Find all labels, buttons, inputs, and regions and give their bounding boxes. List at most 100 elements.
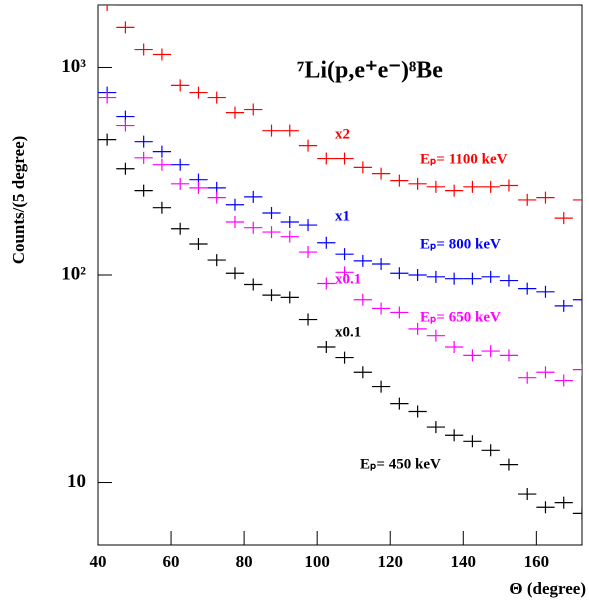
y-tick-label: 10 [67, 471, 86, 492]
data-point [463, 272, 482, 285]
data-point [445, 184, 464, 197]
data-point [317, 340, 336, 353]
data-point [390, 174, 409, 187]
x-tick-label: 100 [304, 552, 330, 571]
data-point [134, 151, 153, 164]
data-point [445, 340, 464, 353]
data-point [536, 366, 555, 379]
data-point [408, 405, 427, 418]
data-point [572, 507, 582, 520]
data-point [572, 363, 582, 376]
data-point [171, 177, 190, 190]
x-tick-label: 140 [451, 552, 477, 571]
data-point [554, 212, 573, 225]
data-point [298, 139, 318, 152]
series-label: Eₚ= 1100 keV [420, 151, 508, 167]
data-point [371, 302, 391, 315]
data-point [445, 429, 464, 442]
data-layer [98, 5, 582, 520]
data-point [225, 216, 245, 229]
series-label: Eₚ= 650 keV [420, 309, 501, 325]
data-point [426, 270, 446, 283]
data-point [353, 366, 372, 379]
data-point [481, 270, 500, 283]
data-point [116, 162, 135, 175]
data-point [116, 21, 135, 34]
data-point [499, 179, 519, 192]
x-tick-label: 40 [90, 552, 107, 571]
data-point [572, 193, 582, 206]
x-axis-title: Θ (degree) [509, 579, 586, 598]
data-point [189, 181, 208, 194]
data-point [390, 397, 409, 410]
data-point [426, 329, 446, 342]
data-point [390, 267, 409, 280]
data-point [98, 91, 117, 104]
data-point [171, 222, 190, 235]
scale-factor: x0.1 [335, 271, 361, 287]
data-point [280, 291, 299, 304]
y-axis-title: Counts/(5 degree) [9, 136, 28, 265]
data-point [353, 254, 372, 267]
data-point [262, 226, 281, 239]
x-tick-label: 120 [377, 552, 403, 571]
data-point [262, 289, 281, 302]
data-point [152, 145, 172, 158]
data-point [518, 282, 537, 295]
x-tick-label: 60 [163, 552, 180, 571]
scale-factor: x2 [335, 126, 350, 142]
y-tick-label: 10³ [61, 56, 86, 77]
data-point [225, 106, 245, 119]
data-point [481, 180, 500, 193]
data-point [536, 191, 555, 204]
data-point [335, 152, 354, 165]
data-point [244, 190, 263, 203]
data-point [262, 206, 281, 219]
data-point [554, 496, 573, 509]
data-point [189, 86, 208, 99]
data-point [499, 349, 519, 362]
data-point [262, 124, 281, 137]
data-point [499, 458, 519, 471]
data-point [445, 272, 464, 285]
data-point [280, 230, 299, 243]
data-point [518, 488, 537, 501]
data-point [536, 501, 555, 514]
data-point [335, 351, 354, 364]
data-point [408, 269, 427, 281]
data-point [518, 371, 537, 384]
data-point [481, 345, 500, 358]
data-point [317, 152, 336, 165]
data-point [408, 177, 427, 190]
data-point [481, 444, 500, 457]
data-point [225, 267, 245, 280]
data-point [207, 191, 226, 204]
data-point [207, 254, 226, 267]
chart-title: ⁷Li(p,e⁺e⁻)⁸Be [297, 58, 443, 84]
x-tick-label: 160 [524, 552, 550, 571]
data-point [134, 184, 153, 197]
data-point [463, 180, 482, 193]
data-point [244, 103, 263, 116]
data-point [426, 180, 446, 193]
data-point [171, 158, 190, 171]
series-label: Eₚ= 800 keV [420, 236, 501, 252]
data-point [134, 135, 153, 148]
data-point [116, 119, 135, 132]
data-point [98, 5, 117, 11]
data-point [371, 257, 391, 270]
data-point [353, 161, 372, 174]
scale-factor: x1 [335, 208, 350, 224]
data-point [298, 313, 318, 326]
scale-factor: x0.1 [335, 324, 361, 340]
data-point [152, 48, 172, 61]
data-point [317, 277, 336, 290]
data-point [536, 285, 555, 298]
data-point [171, 79, 190, 92]
data-point [463, 435, 482, 448]
data-point [353, 293, 372, 306]
data-point [207, 91, 226, 104]
data-point [408, 322, 427, 335]
data-point [189, 238, 208, 251]
data-point [244, 278, 263, 291]
